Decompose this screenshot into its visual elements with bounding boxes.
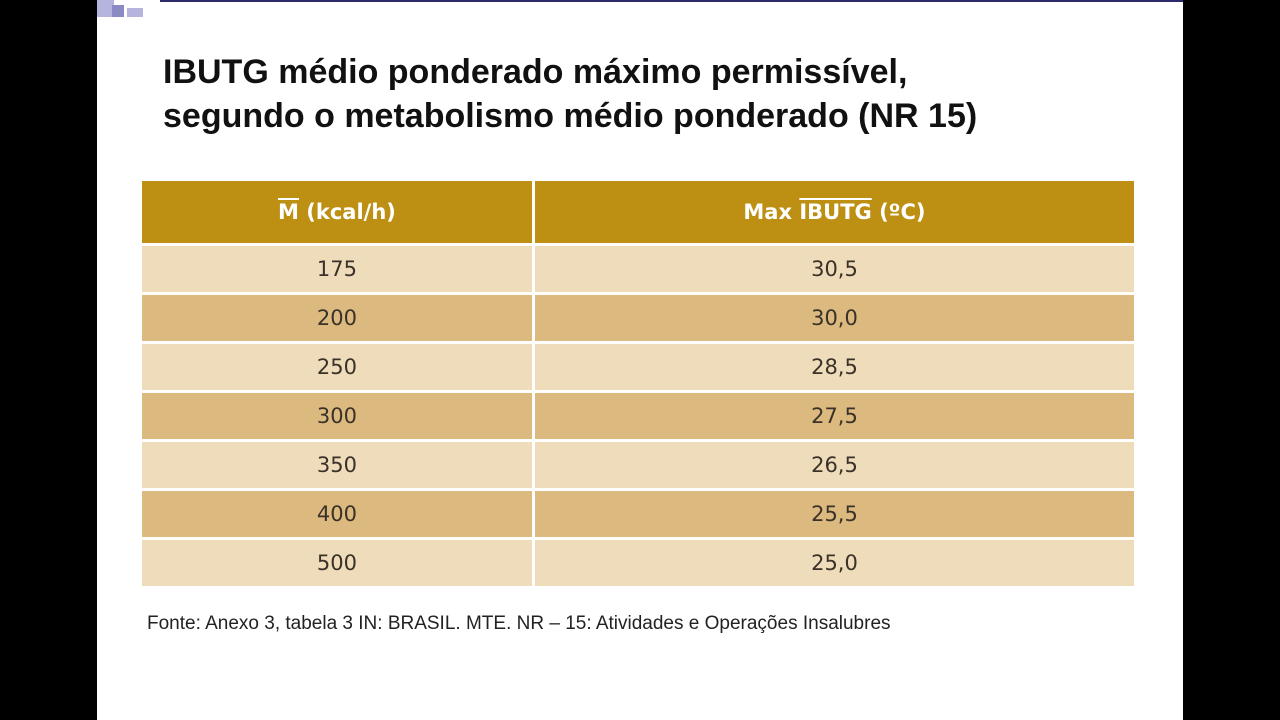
cell-metabolism: 300 xyxy=(139,390,535,442)
header-metabolism-symbol: M xyxy=(278,200,299,224)
cell-ibutg: 28,5 xyxy=(531,341,1138,393)
title-line-1: IBUTG médio ponderado máximo permissível… xyxy=(163,53,908,91)
table-row: 250 28,5 xyxy=(139,341,1138,393)
header-metabolism-unit: (kcal/h) xyxy=(298,200,396,224)
cell-ibutg: 25,0 xyxy=(531,537,1138,589)
cell-ibutg: 25,5 xyxy=(531,488,1138,540)
cell-metabolism: 250 xyxy=(139,341,535,393)
header-ibutg-unit: (ºC) xyxy=(871,200,926,224)
decorative-square xyxy=(112,5,124,17)
table-row: 400 25,5 xyxy=(139,488,1138,540)
header-max-ibutg: Max IBUTG (ºC) xyxy=(531,178,1138,246)
slide-title: IBUTG médio ponderado máximo permissível… xyxy=(163,50,1163,138)
table-row: 175 30,5 xyxy=(139,243,1138,295)
table-header-row: M (kcal/h) Max IBUTG (ºC) xyxy=(139,178,1138,246)
cell-ibutg: 26,5 xyxy=(531,439,1138,491)
cell-metabolism: 500 xyxy=(139,537,535,589)
slide: IBUTG médio ponderado máximo permissível… xyxy=(97,0,1183,720)
table-row: 350 26,5 xyxy=(139,439,1138,491)
header-ibutg-symbol: IBUTG xyxy=(799,200,872,224)
header-metabolism: M (kcal/h) xyxy=(139,178,535,246)
decorative-square xyxy=(97,0,114,17)
table-row: 300 27,5 xyxy=(139,390,1138,442)
cell-metabolism: 200 xyxy=(139,292,535,344)
title-line-2: segundo o metabolismo médio ponderado (N… xyxy=(163,97,978,135)
cell-ibutg: 27,5 xyxy=(531,390,1138,442)
cell-metabolism: 400 xyxy=(139,488,535,540)
table-row: 200 30,0 xyxy=(139,292,1138,344)
cell-metabolism: 175 xyxy=(139,243,535,295)
ibutg-table: M (kcal/h) Max IBUTG (ºC) 175 30,5 200 3… xyxy=(139,178,1138,589)
decorative-square xyxy=(127,8,143,17)
table-row: 500 25,0 xyxy=(139,537,1138,589)
cell-ibutg: 30,0 xyxy=(531,292,1138,344)
cell-ibutg: 30,5 xyxy=(531,243,1138,295)
cell-metabolism: 350 xyxy=(139,439,535,491)
source-citation: Fonte: Anexo 3, tabela 3 IN: BRASIL. MTE… xyxy=(147,613,891,634)
decorative-top-line xyxy=(160,0,1183,2)
header-ibutg-prefix: Max xyxy=(743,200,800,224)
